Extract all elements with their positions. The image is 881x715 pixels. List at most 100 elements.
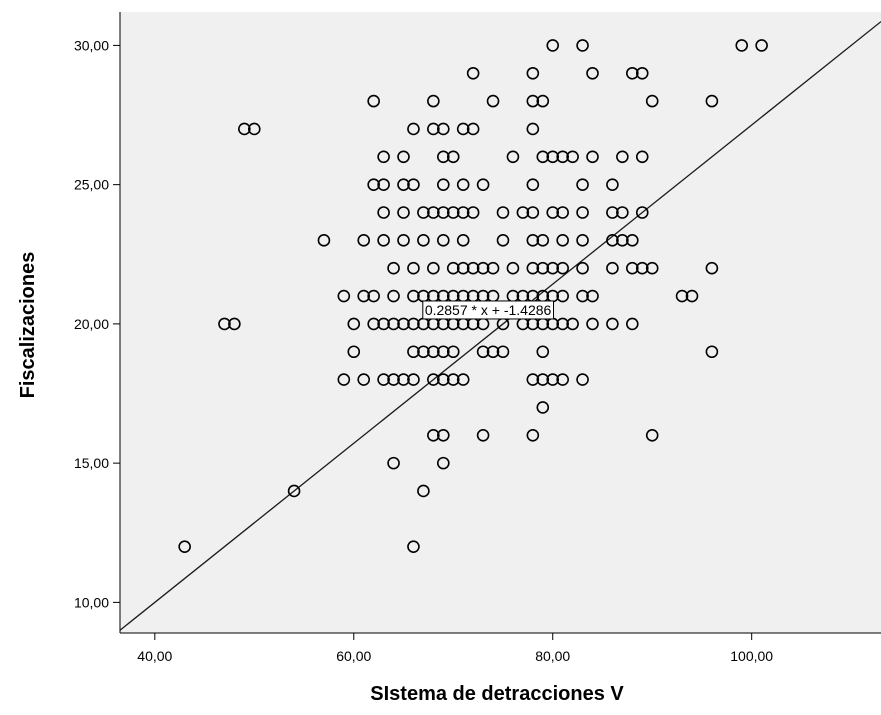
data-point	[397, 317, 410, 331]
data-point	[437, 150, 450, 164]
data-point	[397, 206, 410, 219]
data-point	[377, 150, 390, 164]
data-point	[556, 289, 569, 303]
data-point	[437, 345, 450, 359]
data-point	[635, 206, 649, 219]
data-point	[606, 178, 619, 191]
data-point	[466, 66, 480, 80]
data-point	[466, 206, 480, 219]
data-point	[407, 289, 420, 303]
data-point	[536, 150, 550, 164]
data-point	[645, 428, 659, 442]
data-point	[556, 150, 569, 164]
data-point	[635, 66, 649, 80]
data-point	[437, 428, 450, 442]
y-tick-label: 20,00	[74, 316, 109, 332]
data-point	[576, 234, 589, 247]
y-tick-label: 30,00	[74, 37, 109, 53]
data-point	[437, 456, 450, 470]
x-tick-label: 60,00	[336, 648, 371, 664]
y-axis-title: Fiscalizaciones	[17, 252, 39, 399]
fit-line-label: 0.2857 * x + -1.4286	[425, 302, 552, 318]
data-point	[446, 261, 460, 275]
data-point	[486, 261, 500, 275]
data-point	[456, 261, 470, 275]
x-axis-title: SIstema de detracciones V	[370, 683, 624, 705]
data-point	[526, 66, 540, 80]
data-point	[456, 373, 470, 386]
data-point	[755, 39, 768, 52]
data-point	[705, 261, 719, 275]
data-point	[556, 206, 569, 219]
data-point	[317, 234, 331, 247]
data-point	[387, 261, 400, 275]
data-point	[417, 206, 430, 219]
data-point	[178, 540, 191, 553]
data-point	[526, 94, 540, 108]
data-point	[685, 289, 699, 303]
data-point	[606, 317, 619, 331]
data-point	[347, 317, 361, 331]
data-point	[645, 94, 659, 108]
data-point	[387, 289, 400, 303]
data-point	[506, 150, 520, 164]
data-point	[506, 261, 520, 275]
data-point	[576, 261, 589, 275]
data-point	[427, 345, 440, 359]
data-point	[427, 206, 440, 219]
data-point	[616, 150, 629, 164]
data-point	[456, 122, 470, 136]
data-point	[446, 373, 460, 386]
data-point	[387, 456, 400, 470]
fit-line	[119, 21, 881, 631]
data-point	[247, 122, 261, 136]
data-point	[387, 317, 400, 331]
data-point	[705, 345, 719, 359]
data-point	[238, 122, 251, 136]
data-point	[377, 178, 390, 191]
data-point	[546, 150, 560, 164]
data-point	[526, 373, 540, 386]
data-point	[626, 234, 639, 247]
data-point	[437, 122, 450, 136]
data-point	[486, 345, 500, 359]
x-tick-label: 80,00	[535, 648, 570, 664]
fit-line-group	[119, 21, 881, 631]
data-point	[456, 206, 470, 219]
data-point	[427, 261, 440, 275]
data-point	[546, 261, 560, 275]
data-point	[526, 178, 540, 191]
data-point	[476, 345, 490, 359]
data-point	[446, 206, 460, 219]
data-point	[407, 261, 420, 275]
data-point	[576, 373, 589, 386]
data-point	[397, 234, 410, 247]
data-point	[536, 261, 550, 275]
data-point	[437, 178, 450, 191]
data-point	[476, 428, 490, 442]
data-point	[367, 289, 380, 303]
data-point	[407, 178, 420, 191]
data-point	[377, 234, 390, 247]
data-point	[437, 206, 450, 219]
data-point	[586, 317, 599, 331]
data-point	[377, 206, 390, 219]
data-point	[446, 345, 460, 359]
data-point	[546, 39, 560, 52]
data-point	[616, 206, 629, 219]
data-point	[427, 373, 440, 386]
data-point	[626, 66, 639, 80]
data-point	[586, 66, 599, 80]
data-point	[536, 345, 550, 359]
data-point	[675, 289, 689, 303]
data-point	[397, 178, 410, 191]
data-point	[576, 206, 589, 219]
data-point	[536, 373, 550, 386]
data-point	[566, 150, 579, 164]
data-point	[357, 234, 371, 247]
data-point	[367, 94, 380, 108]
data-point	[536, 234, 550, 247]
y-tick-label: 10,00	[74, 594, 109, 610]
data-point	[496, 206, 510, 219]
